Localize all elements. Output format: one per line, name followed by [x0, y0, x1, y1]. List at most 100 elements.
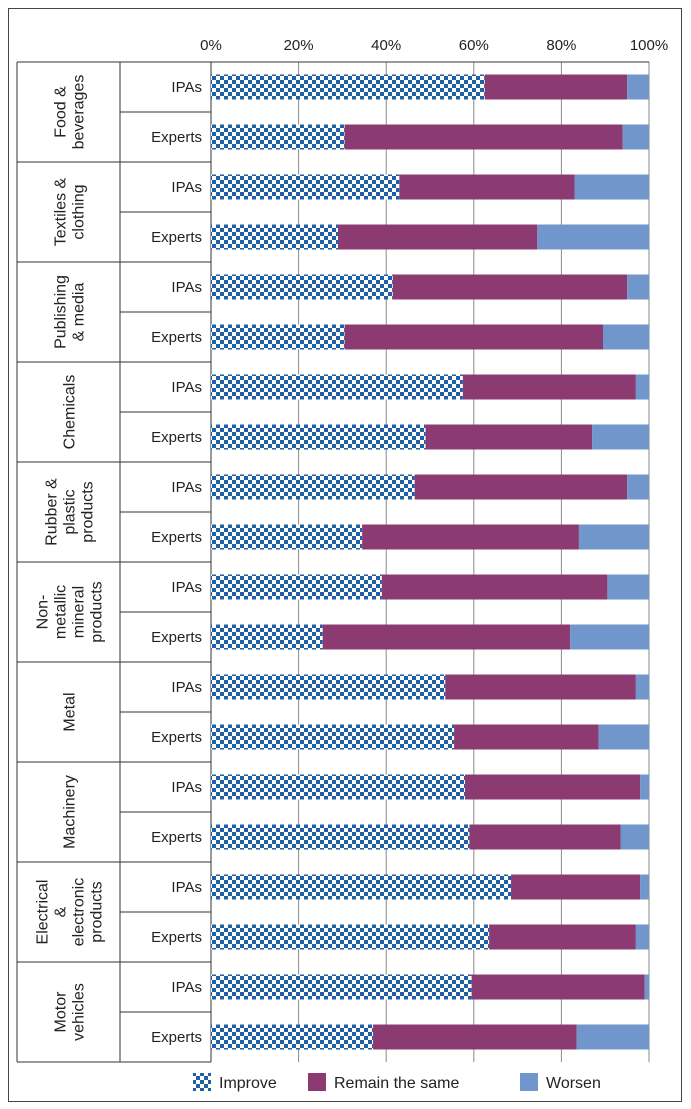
- group-label-line: Rubber &: [44, 478, 61, 546]
- bar-worsen: [620, 824, 649, 850]
- bar-improve: [211, 1024, 374, 1050]
- group-label-line: Publishing: [53, 275, 70, 349]
- bar-remain: [414, 474, 628, 500]
- group-label: Non-metallicmineralproducts: [35, 581, 106, 642]
- group-label-line: Food &: [53, 86, 70, 138]
- bar-worsen: [607, 574, 649, 600]
- row-label: IPAs: [171, 279, 202, 296]
- bar-worsen: [592, 424, 649, 450]
- group-label: Rubber &plasticproducts: [44, 478, 97, 546]
- bar-remain: [484, 74, 628, 100]
- x-axis: 0% 20% 40% 60% 80% 100%: [16, 37, 668, 1063]
- bar-remain: [322, 624, 571, 650]
- row-label: IPAs: [171, 779, 202, 796]
- bar-improve: [211, 874, 512, 900]
- row-label: IPAs: [171, 479, 202, 496]
- x-tick-label: 60%: [459, 37, 489, 54]
- row-label: Experts: [151, 1029, 202, 1046]
- group-label-line: clothing: [71, 184, 88, 239]
- legend-label: Improve: [219, 1075, 277, 1092]
- bar-remain: [399, 174, 575, 200]
- bar-remain: [462, 374, 636, 400]
- x-tick-label: 0%: [200, 37, 222, 54]
- bar-remain: [344, 324, 604, 350]
- group-label-line: plastic: [62, 489, 79, 534]
- bar-improve: [211, 174, 400, 200]
- bar-remain: [445, 674, 636, 700]
- legend: Improve Remain the same Worsen: [193, 1073, 601, 1092]
- x-tick-label: 40%: [371, 37, 401, 54]
- group-label-line: &: [53, 906, 70, 917]
- bar-improve: [211, 324, 345, 350]
- row-label: Experts: [151, 629, 202, 646]
- group-label-line: Non-: [35, 595, 52, 630]
- group-label: Electrical&electronicproducts: [35, 878, 106, 946]
- bar-remain: [381, 574, 608, 600]
- bar-remain: [511, 874, 641, 900]
- legend-swatch: [308, 1073, 326, 1091]
- group-label: Metal: [62, 692, 79, 731]
- category-labels: Food &beverages IPAs Experts Textiles &clot…: [17, 75, 211, 1046]
- bar-remain: [362, 524, 579, 550]
- bar-remain: [471, 974, 645, 1000]
- gridlines: [210, 62, 650, 1062]
- row-label: IPAs: [171, 579, 202, 596]
- group-label: Motorvehicles: [53, 983, 88, 1041]
- x-tick-label: 20%: [284, 37, 314, 54]
- group-label-line: Textiles &: [53, 177, 70, 246]
- group-label-line: Chemicals: [62, 375, 79, 450]
- bar-worsen: [570, 624, 649, 650]
- row-label: Experts: [151, 829, 202, 846]
- legend-swatch: [520, 1073, 538, 1091]
- group-label-line: products: [89, 581, 106, 642]
- bar-worsen: [622, 124, 649, 150]
- row-label: IPAs: [171, 179, 202, 196]
- group-label-line: products: [89, 881, 106, 942]
- group-label-line: Machinery: [62, 775, 79, 849]
- bar-worsen: [627, 74, 649, 100]
- chart-frame: [8, 8, 682, 1102]
- bar-improve: [211, 124, 345, 150]
- bar-improve: [211, 974, 472, 1000]
- group-label: Machinery: [62, 775, 79, 849]
- bar-improve: [211, 724, 455, 750]
- group-label-line: & media: [71, 283, 88, 342]
- x-tick-label: 80%: [546, 37, 576, 54]
- bars: [211, 74, 649, 1050]
- group-label-line: Electrical: [35, 880, 52, 945]
- group-label-line: beverages: [71, 75, 88, 150]
- group-label: Chemicals: [62, 375, 79, 450]
- row-label: IPAs: [171, 379, 202, 396]
- row-label: IPAs: [171, 879, 202, 896]
- bar-worsen: [576, 1024, 649, 1050]
- bar-improve: [211, 74, 485, 100]
- row-label: Experts: [151, 729, 202, 746]
- bar-improve: [211, 224, 339, 250]
- bar-improve: [211, 624, 323, 650]
- bar-worsen: [635, 374, 649, 400]
- bar-improve: [211, 774, 466, 800]
- bar-improve: [211, 274, 393, 300]
- group-label: Food &beverages: [53, 75, 88, 150]
- bar-improve: [211, 374, 463, 400]
- legend-label: Remain the same: [334, 1075, 459, 1092]
- legend-swatch: [193, 1073, 211, 1091]
- bar-worsen: [640, 874, 649, 900]
- bar-worsen: [635, 674, 649, 700]
- bar-improve: [211, 574, 382, 600]
- bar-worsen: [598, 724, 649, 750]
- bar-worsen: [578, 524, 649, 550]
- bar-remain: [392, 274, 628, 300]
- bar-remain: [373, 1024, 577, 1050]
- row-label: Experts: [151, 929, 202, 946]
- bar-worsen: [574, 174, 649, 200]
- bar-remain: [469, 824, 621, 850]
- group-label: Textiles &clothing: [53, 177, 88, 246]
- legend-label: Worsen: [546, 1075, 601, 1092]
- bar-remain: [454, 724, 599, 750]
- bar-remain: [425, 424, 593, 450]
- group-label: Publishing& media: [53, 275, 88, 349]
- bar-improve: [211, 924, 490, 950]
- group-label-line: metallic: [53, 585, 70, 639]
